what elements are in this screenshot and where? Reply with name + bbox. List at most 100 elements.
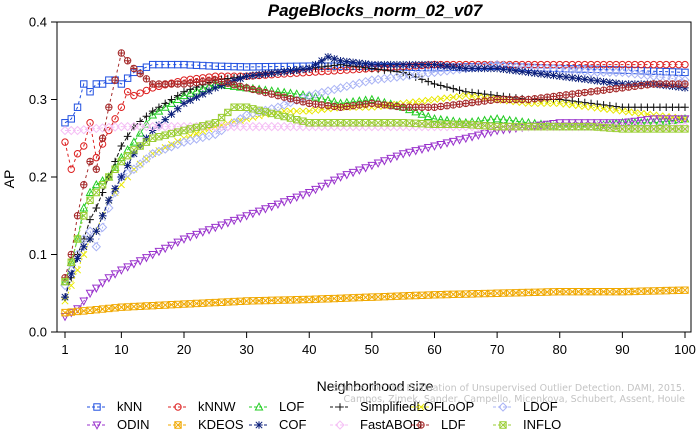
data-point-ldf: [443, 102, 451, 110]
data-point-ldf: [668, 80, 677, 88]
data-point-cof: [480, 64, 489, 73]
data-point-ldf: [480, 97, 489, 105]
data-point-ldf: [111, 76, 119, 84]
data-point-inflo: [105, 173, 113, 181]
legend-label-fastabod: FastABOD: [360, 417, 422, 432]
data-point-ldf: [142, 75, 151, 83]
data-point-ldf: [280, 93, 288, 101]
data-point-simplifiedlof: [123, 132, 132, 141]
data-point-cof: [599, 77, 608, 86]
data-point-inflo: [293, 115, 301, 124]
data-point-cof: [556, 72, 564, 80]
data-point-loop: [462, 92, 470, 100]
data-point-ldf: [274, 92, 282, 100]
data-point-inflo: [274, 111, 282, 119]
data-point-kdeos: [111, 304, 119, 312]
data-point-inflo: [92, 188, 101, 197]
data-point-ldf: [537, 94, 545, 102]
data-point-odin: [217, 221, 226, 230]
data-point-loop: [543, 99, 551, 107]
data-point-kdeos: [606, 288, 614, 296]
data-point-ldf: [374, 100, 382, 108]
data-point-fastabod: [135, 121, 145, 132]
data-point-kdeos: [405, 292, 414, 300]
data-point-ldof: [135, 159, 145, 169]
data-point-cof: [255, 71, 263, 79]
data-point-cof: [549, 71, 558, 80]
data-point-kdeos: [462, 290, 470, 298]
data-point-cof: [587, 76, 595, 84]
data-point-kdeos: [361, 293, 370, 302]
data-point-ldf: [612, 85, 620, 93]
data-point-inflo: [249, 105, 257, 113]
data-point-loop: [618, 107, 626, 115]
data-point-kdeos: [80, 307, 88, 315]
data-point-ldf: [468, 98, 476, 107]
data-point-odin: [430, 142, 439, 151]
data-point-ldf: [230, 81, 238, 89]
data-point-inflo: [73, 235, 82, 243]
x-tick-label: 10: [114, 342, 128, 357]
data-point-loop: [562, 100, 570, 108]
data-point-lof: [417, 109, 427, 118]
data-point-loop: [637, 109, 645, 118]
data-point-simplifiedlof: [462, 87, 470, 96]
data-point-odin: [348, 168, 358, 178]
data-point-odin: [260, 205, 270, 214]
legend-item-knn: kNN: [87, 399, 142, 414]
data-point-cof: [380, 60, 389, 69]
data-point-ldf: [105, 103, 113, 111]
data-point-ldf: [324, 102, 332, 110]
data-point-loop: [192, 130, 201, 138]
data-point-inflo: [142, 138, 151, 146]
data-point-inflo: [386, 119, 395, 127]
data-point-simplifiedlof: [117, 142, 126, 150]
legend-label-lof: LOF: [279, 399, 304, 414]
data-point-simplifiedlof: [474, 89, 483, 98]
data-point-ldf: [192, 78, 201, 87]
data-point-ldf: [518, 95, 526, 104]
data-point-simplifiedlof: [86, 215, 94, 224]
data-point-lof: [185, 88, 195, 97]
data-point-ldof: [141, 154, 152, 164]
data-point-ldf: [117, 49, 126, 57]
data-point-cof: [537, 70, 545, 78]
data-point-cof: [474, 64, 483, 73]
data-point-loop: [174, 137, 182, 145]
data-point-inflo: [236, 103, 245, 111]
data-point-fastabod: [273, 121, 283, 132]
data-point-loop: [568, 101, 576, 109]
data-point-ldf: [86, 157, 94, 166]
data-point-odin: [592, 119, 602, 128]
data-point-fastabod: [285, 121, 296, 132]
data-point-knnw: [130, 91, 138, 100]
data-point-ldof: [605, 67, 615, 78]
data-point-ldf: [568, 90, 576, 98]
data-point-fastabod: [260, 121, 271, 132]
data-point-odin: [649, 115, 659, 124]
data-point-kdeos: [649, 287, 658, 295]
data-point-cof: [393, 60, 401, 69]
data-point-ldf: [249, 85, 257, 94]
data-point-cof: [524, 68, 533, 77]
data-point-odin: [273, 200, 283, 209]
data-point-loop: [631, 109, 639, 117]
data-point-cof: [443, 62, 451, 70]
data-point-inflo: [180, 126, 188, 135]
data-point-cof: [318, 57, 326, 65]
data-point-odin: [448, 137, 458, 147]
data-point-cof: [487, 64, 495, 73]
data-point-odin: [599, 119, 609, 128]
data-point-cof: [117, 173, 126, 181]
data-point-inflo: [130, 146, 138, 154]
data-point-odin: [317, 182, 327, 192]
data-point-loop: [299, 107, 307, 115]
data-point-cof: [681, 84, 689, 92]
data-point-knn: [73, 103, 82, 111]
data-point-loop: [368, 103, 376, 111]
data-point-odin: [267, 202, 277, 212]
data-point-fastabod: [292, 121, 302, 132]
data-point-loop: [650, 111, 658, 119]
data-point-fastabod: [241, 121, 252, 132]
data-point-lof: [480, 115, 490, 124]
